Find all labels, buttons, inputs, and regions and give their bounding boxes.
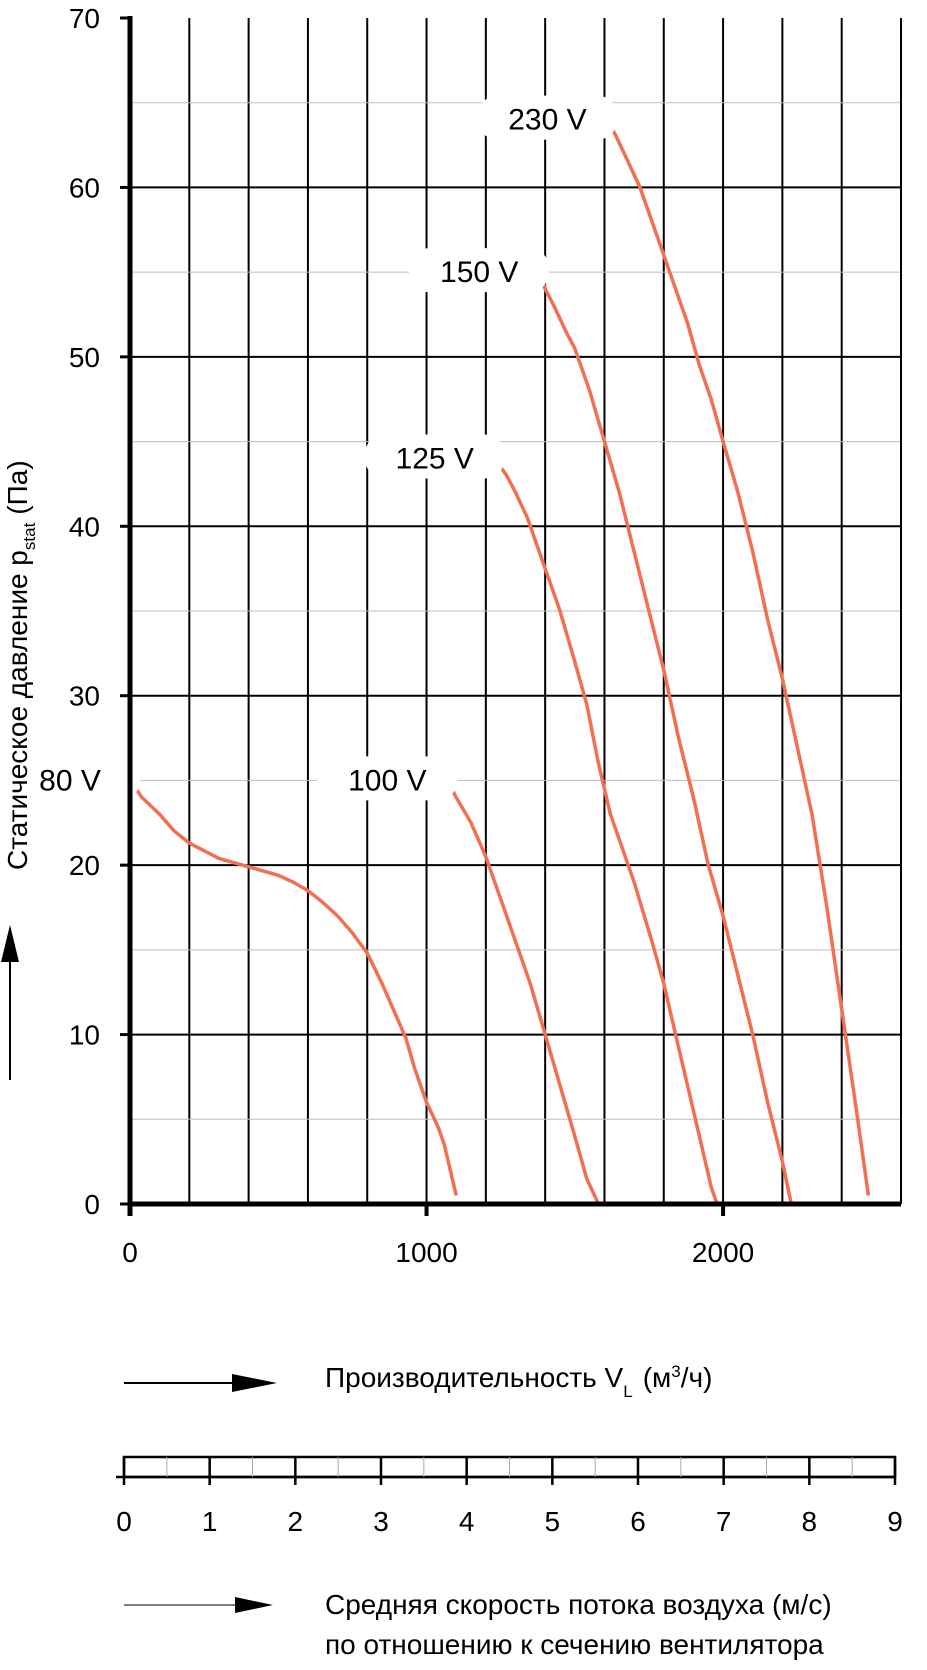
x-axis-unit-post: /ч) <box>681 1362 713 1393</box>
y-tick-label: 0 <box>84 1189 100 1220</box>
axes <box>120 16 901 1216</box>
y-axis-label-sub: stat <box>20 522 39 550</box>
curve-label: 80 V <box>39 764 101 797</box>
velocity-tick-label: 4 <box>459 1506 475 1537</box>
velocity-label-line2: по отношению к сечению вентилятора <box>325 1629 824 1660</box>
velocity-tick-label: 3 <box>373 1506 389 1537</box>
y-tick-label: 10 <box>69 1020 100 1051</box>
y-tick-label: 50 <box>69 342 100 373</box>
x-axis-label: Производительность V <box>325 1362 624 1393</box>
velocity-tick-label: 9 <box>887 1506 903 1537</box>
y-tick-label: 60 <box>69 172 100 203</box>
x-tick-label: 0 <box>122 1237 138 1268</box>
y-tick-labels: 0 10 20 30 40 50 60 70 <box>69 3 100 1220</box>
velocity-label-line1: Средняя скорость потока воздуха (м/с) <box>325 1589 832 1620</box>
velocity-arrow <box>124 1597 273 1613</box>
velocity-tick-label: 1 <box>202 1506 218 1537</box>
curve-label: 150 V <box>440 256 518 289</box>
y-axis-label: Статическое давление p <box>2 550 33 870</box>
velocity-tick-label: 2 <box>288 1506 304 1537</box>
y-axis-arrow <box>1 925 19 1080</box>
y-axis-label-unit: (Па) <box>2 460 33 514</box>
y-axis-title: Статическое давление pstat (Па) <box>2 460 39 870</box>
velocity-tick-label: 7 <box>716 1506 732 1537</box>
x-axis-label-sub: L <box>623 1382 632 1401</box>
velocity-tick-label: 8 <box>802 1506 818 1537</box>
curve-line <box>445 779 601 1205</box>
curve-label-bg <box>317 756 458 801</box>
x-tick-label: 1000 <box>395 1237 457 1268</box>
x-tick-labels: 0 1000 2000 <box>122 1237 754 1268</box>
x-axis-arrow <box>124 1374 277 1392</box>
curve-label-bg <box>409 248 550 293</box>
curve-line <box>128 779 458 1196</box>
velocity-tick-labels: 0 1 2 3 4 5 6 7 8 9 <box>116 1506 903 1537</box>
velocity-tick-label: 6 <box>630 1506 646 1537</box>
curve-label-bg <box>364 434 505 479</box>
curve-line <box>493 457 719 1205</box>
velocity-tick-label: 0 <box>116 1506 132 1537</box>
curve-label: 100 V <box>348 764 426 797</box>
curve-label-bg <box>477 95 618 140</box>
x-axis-unit-pre: (м <box>643 1362 672 1393</box>
velocity-scale <box>116 1455 897 1485</box>
curve-label-bg <box>0 756 140 801</box>
curve-line <box>605 118 871 1196</box>
curves <box>128 118 871 1205</box>
x-tick-label: 2000 <box>692 1237 754 1268</box>
curve-line <box>537 271 794 1205</box>
curve-label: 125 V <box>396 443 474 476</box>
y-tick-label: 40 <box>69 511 100 542</box>
curve-label: 230 V <box>508 104 586 137</box>
y-tick-label: 30 <box>69 681 100 712</box>
velocity-tick-label: 5 <box>545 1506 561 1537</box>
grid <box>130 18 902 1204</box>
curve-labels: 80 V 100 V 125 V 150 V 230 V <box>0 95 618 801</box>
x-axis-unit-sup: 3 <box>671 1362 680 1381</box>
x-axis-title: Производительность VL (м3/ч) <box>325 1362 712 1401</box>
y-tick-label: 20 <box>69 850 100 881</box>
y-tick-label: 70 <box>69 3 100 34</box>
